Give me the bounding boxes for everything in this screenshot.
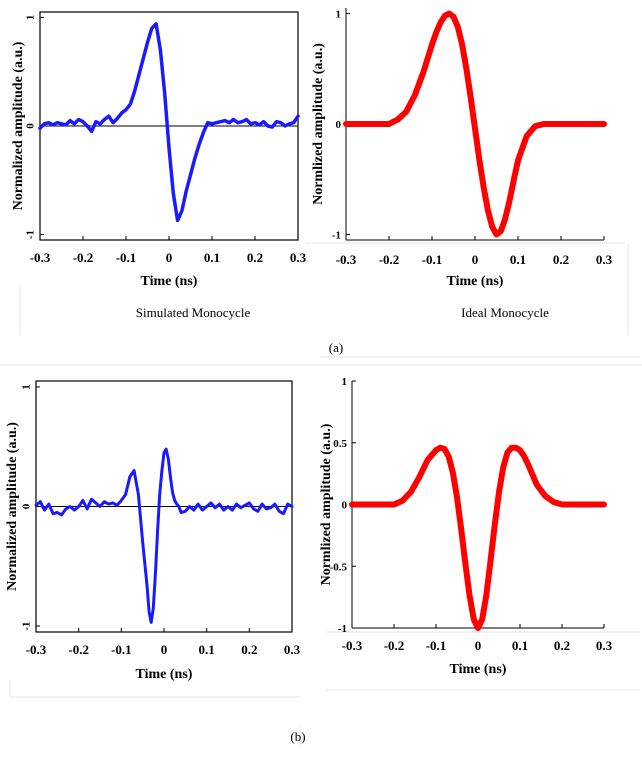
x-tick-label: 0.1 (199, 642, 215, 657)
chart-simulated-monocycle-b: -0.3 -0.2 -0.1 0 0.1 0.2 0.3 -1 0 1 Time (ns) Norma… (5, 380, 301, 682)
x-tick-label: -0.2 (73, 250, 94, 265)
series-line (349, 444, 607, 631)
scan-borders (0, 242, 642, 745)
y-tick-label: 0 (342, 500, 348, 512)
x-tick-label: 0.3 (284, 642, 301, 657)
chart-ideal-monocycle-a: -0.3 -0.2 -0.1 0 0.1 0.2 0.3 -1 0 1 Time (ns) Norml… (311, 8, 613, 289)
x-tick-label: 0.2 (247, 250, 263, 265)
y-axis-label: Normalized amplitude (a.u.) (11, 41, 26, 210)
x-tick-label: 0.2 (554, 638, 570, 653)
x-tick-label: 0 (166, 250, 173, 265)
y-axis-label: Normlized amplitude (a.u.) (319, 423, 334, 585)
y-axis-label: Normalized amplitude (a.u.) (5, 422, 20, 591)
y-tick-label: 1 (342, 376, 348, 388)
x-tick-label: 0.3 (290, 250, 307, 265)
y-tick-label: 0.5 (333, 438, 347, 450)
x-tick-label: 0 (472, 252, 479, 267)
x-axis-label: Time (ns) (450, 662, 507, 677)
caption-b: (b) (290, 729, 305, 744)
y-tick-label: -0.5 (330, 561, 348, 573)
x-tick-label: 0.2 (241, 642, 257, 657)
y-tick-label: -1 (332, 229, 341, 241)
x-axis-label: Time (ns) (447, 274, 504, 289)
x-tick-label: -0.1 (426, 638, 447, 653)
x-tick-label: -0.3 (342, 638, 363, 653)
y-tick-label: 1 (336, 9, 342, 21)
x-tick-label: 0.2 (553, 252, 569, 267)
sublabel-ideal: Ideal Monocycle (461, 305, 549, 320)
series-line (38, 22, 300, 223)
y-tick-label: -1 (21, 621, 33, 630)
x-tick-label: 0.3 (596, 638, 613, 653)
x-tick-label: 0 (475, 638, 482, 653)
y-tick-label: -1 (338, 623, 347, 635)
y-tick-label: 0 (21, 503, 33, 509)
x-tick-label: -0.1 (111, 642, 132, 657)
x-tick-label: 0.3 (596, 252, 613, 267)
x-tick-label: -0.1 (116, 250, 137, 265)
x-tick-label: -0.3 (30, 250, 51, 265)
chart-simulated-monocycle-a: -0.3 -0.2 -0.1 0 0.1 0.2 0.3 -1 0 1 Time (ns) Norma… (11, 11, 307, 289)
series-line (34, 447, 294, 624)
y-tick-label: 1 (25, 15, 37, 21)
x-axis-label: Time (ns) (136, 667, 193, 682)
x-axis-label: Time (ns) (141, 274, 198, 289)
x-tick-label: -0.2 (379, 252, 400, 267)
x-tick-label: 0.1 (512, 638, 528, 653)
x-tick-label: -0.1 (422, 252, 443, 267)
y-tick-label: -1 (25, 230, 37, 239)
y-tick-label: 0 (336, 119, 342, 131)
y-tick-label: 1 (21, 384, 33, 390)
x-tick-label: -0.2 (68, 642, 89, 657)
y-axis-label: Normlized amplitude (a.u.) (311, 43, 326, 205)
x-tick-label: -0.3 (26, 642, 47, 657)
y-tick-label: 0 (25, 123, 37, 129)
x-tick-label: 0.1 (510, 252, 526, 267)
x-tick-label: -0.3 (336, 252, 357, 267)
series-line (343, 10, 607, 238)
x-tick-label: -0.2 (384, 638, 405, 653)
x-tick-label: 0.1 (204, 250, 220, 265)
x-tick-label: 0 (161, 642, 168, 657)
chart-ideal-monocycle-b: -0.3 -0.2 -0.1 0 0.1 0.2 0.3 -1 -0.5 0 0.5 1 Time (n… (319, 376, 613, 677)
caption-a: (a) (329, 340, 343, 355)
sublabel-simulated: Simulated Monocycle (136, 305, 251, 320)
